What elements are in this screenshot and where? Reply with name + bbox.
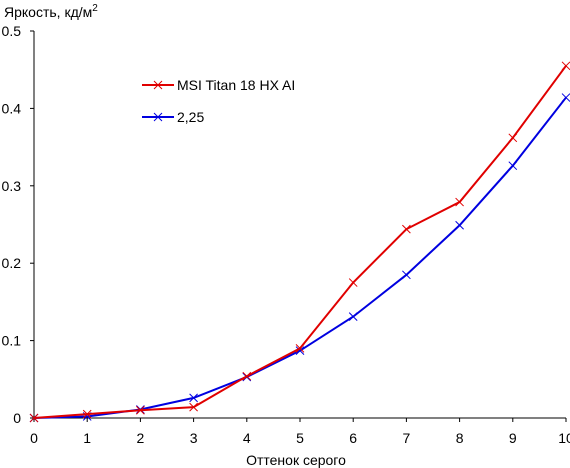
data-point-marker <box>295 343 305 353</box>
data-point-marker <box>136 405 145 415</box>
data-point-marker <box>508 161 518 171</box>
data-point-marker <box>189 402 198 412</box>
x-tick-label: 8 <box>456 430 464 446</box>
marker-stroke <box>136 405 145 415</box>
legend-label: MSI Titan 18 HX AI <box>177 77 295 93</box>
data-point-marker <box>402 224 411 234</box>
marker-stroke <box>402 270 411 280</box>
x-tick-label: 2 <box>137 430 145 446</box>
data-point-marker <box>561 93 570 102</box>
data-point-marker <box>189 393 198 403</box>
legend-item: MSI Titan 18 HX AI <box>142 77 295 93</box>
marker-stroke <box>242 371 252 381</box>
marker-stroke <box>561 93 570 102</box>
marker-stroke <box>295 343 305 353</box>
marker-stroke <box>455 220 464 230</box>
marker-stroke <box>348 278 358 287</box>
data-point-marker <box>242 371 252 381</box>
x-tick-label: 0 <box>30 430 38 446</box>
marker-stroke <box>402 224 411 234</box>
y-tick-label: 0.2 <box>2 255 22 271</box>
x-tick-label: 6 <box>349 430 357 446</box>
marker-stroke <box>508 161 518 171</box>
y-tick-label: 0.4 <box>2 100 22 116</box>
tick-labels: 0 1 2 3 4 5 6 7 8 9 10 0 0.1 0.2 0.3 0.4 0.5 <box>2 23 570 446</box>
x-tick-label: 1 <box>83 430 91 446</box>
data-point-marker <box>82 409 92 419</box>
y-axis-title: Яркость, кд/м2 <box>4 3 98 20</box>
data-point-marker <box>348 312 358 321</box>
y-tick-label: 0.5 <box>2 23 22 39</box>
marker-stroke <box>189 393 198 403</box>
x-tick-label: 4 <box>243 430 251 446</box>
marker-stroke <box>508 133 518 143</box>
data-point-marker <box>455 197 464 207</box>
legend: MSI Titan 18 HX AI 2,25 <box>142 77 295 125</box>
legend-label: 2,25 <box>177 109 204 125</box>
x-axis-label: Оттенок серого <box>246 452 346 468</box>
marker-stroke <box>561 61 570 71</box>
marker-stroke <box>348 312 358 321</box>
axes <box>30 30 567 422</box>
x-tick-label: 9 <box>509 430 517 446</box>
data-point-marker <box>29 413 39 423</box>
plot-area <box>29 61 570 423</box>
data-point-marker <box>402 270 411 280</box>
legend-item: 2,25 <box>142 109 204 125</box>
marker-stroke <box>455 197 464 207</box>
y-tick-label: 0.3 <box>2 178 22 194</box>
data-point-marker <box>348 278 358 287</box>
marker-stroke <box>189 402 198 412</box>
data-point-marker <box>295 346 305 356</box>
x-tick-label: 10 <box>558 430 570 446</box>
x-tick-label: 3 <box>190 430 198 446</box>
legend-marker <box>153 112 163 122</box>
svg-text:Яркость, кд/м2: Яркость, кд/м2 <box>4 3 98 20</box>
marker-stroke <box>295 346 305 356</box>
data-point-marker <box>561 61 570 71</box>
y-axis-label-superscript: 2 <box>92 3 98 14</box>
y-axis-label: Яркость, кд/м <box>4 4 92 20</box>
legend-marker <box>153 80 163 90</box>
data-point-marker <box>455 220 464 230</box>
series-line <box>33 65 567 419</box>
marker-stroke <box>82 409 92 419</box>
y-tick-label: 0 <box>13 410 21 426</box>
x-tick-label: 5 <box>296 430 304 446</box>
marker-stroke <box>29 413 39 423</box>
y-tick-label: 0.1 <box>2 333 22 349</box>
data-point-marker <box>508 133 518 143</box>
series-line <box>33 96 567 419</box>
x-tick-label: 7 <box>403 430 411 446</box>
